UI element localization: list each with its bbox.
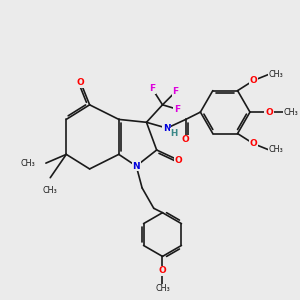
Text: H: H <box>170 129 178 138</box>
Text: N: N <box>163 124 171 133</box>
Text: O: O <box>250 76 257 85</box>
Text: F: F <box>174 105 180 114</box>
Text: F: F <box>149 84 155 93</box>
Text: O: O <box>175 156 182 165</box>
Text: F: F <box>172 87 179 96</box>
Text: O: O <box>182 135 190 144</box>
Text: CH₃: CH₃ <box>284 108 298 117</box>
Text: O: O <box>265 108 273 117</box>
Text: CH₃: CH₃ <box>21 159 36 168</box>
Text: O: O <box>159 266 167 275</box>
Text: N: N <box>132 161 140 170</box>
Text: CH₃: CH₃ <box>268 145 283 154</box>
Text: CH₃: CH₃ <box>268 70 283 79</box>
Text: CH₃: CH₃ <box>43 186 58 195</box>
Text: CH₃: CH₃ <box>155 284 170 293</box>
Text: O: O <box>250 139 257 148</box>
Text: O: O <box>77 78 85 87</box>
